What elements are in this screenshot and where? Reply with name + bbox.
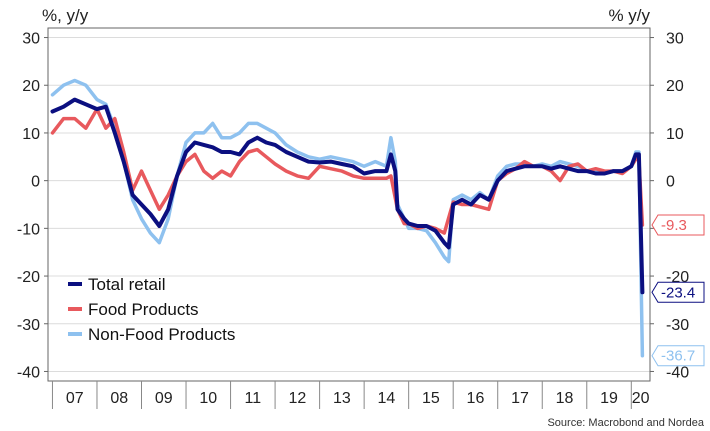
plot-frame bbox=[47, 27, 651, 382]
x-tick-label: 11 bbox=[245, 390, 262, 407]
end-label-box bbox=[651, 214, 705, 236]
x-tick-label: 10 bbox=[199, 390, 217, 407]
series-line-total-retail bbox=[50, 97, 645, 295]
right-y-tick-label: 30 bbox=[666, 31, 684, 48]
left-y-tick-label: -40 bbox=[17, 364, 40, 381]
series-line-food-products bbox=[50, 107, 645, 235]
right-y-tick-label: -40 bbox=[666, 364, 689, 381]
left-y-tick-label: 0 bbox=[31, 174, 40, 191]
right-y-tick-label: 0 bbox=[666, 174, 675, 191]
x-tick-label: 18 bbox=[556, 390, 574, 407]
end-label-box bbox=[651, 281, 705, 303]
left-y-tick-label: 30 bbox=[22, 31, 40, 48]
end-value-label: -36.7 bbox=[661, 348, 695, 365]
right-y-tick-label: -30 bbox=[666, 317, 689, 334]
left-axis-unit-label: %, y/y bbox=[42, 6, 89, 25]
gridlines bbox=[48, 37, 650, 372]
legend-label: Food Products bbox=[88, 300, 199, 319]
x-tick-label: 19 bbox=[600, 390, 618, 407]
right-axis-unit-label: % y/y bbox=[608, 6, 650, 25]
x-tick-label: 20 bbox=[632, 390, 650, 407]
left-y-tick-label: -30 bbox=[17, 317, 40, 334]
x-tick-label: 16 bbox=[467, 390, 485, 407]
left-y-tick-label: -10 bbox=[17, 221, 40, 238]
left-y-tick-label: 20 bbox=[22, 78, 40, 95]
end-value-label: -9.3 bbox=[661, 217, 687, 234]
left-y-tick-label: -20 bbox=[17, 269, 40, 286]
end-label-box bbox=[651, 345, 705, 367]
legend-label: Total retail bbox=[88, 275, 165, 294]
source-note: Source: Macrobond and Nordea bbox=[547, 417, 704, 429]
end-value-label: -23.4 bbox=[661, 284, 695, 301]
x-tick-label: 08 bbox=[110, 390, 128, 407]
series-lines bbox=[50, 78, 645, 358]
x-tick-label: 12 bbox=[288, 390, 306, 407]
legend-label: Non-Food Products bbox=[88, 325, 235, 344]
right-y-tick-label: 10 bbox=[666, 126, 684, 143]
x-tick-label: 07 bbox=[66, 390, 84, 407]
x-tick-label: 17 bbox=[511, 390, 529, 407]
x-axis: 07 08 09 10 11 12 13 14 15 16 17 18 19 20 bbox=[51, 381, 650, 409]
x-tick-label: 14 bbox=[378, 390, 396, 407]
legend: Total retail Food Products Non-Food Produc… bbox=[68, 275, 235, 344]
x-tick-label: 13 bbox=[333, 390, 351, 407]
right-y-tick-label: 20 bbox=[666, 78, 684, 95]
left-y-tick-label: 10 bbox=[22, 126, 40, 143]
end-value-labels: -23.4 -9.3 -36.7 bbox=[651, 214, 705, 367]
x-tick-label: 09 bbox=[155, 390, 173, 407]
x-tick-label: 15 bbox=[422, 390, 440, 407]
left-y-axis: -40 -30 -20 -10 0 10 20 30 bbox=[17, 31, 48, 381]
